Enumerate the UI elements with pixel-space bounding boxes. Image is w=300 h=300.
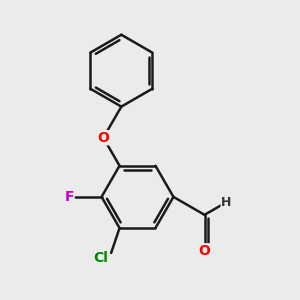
Text: Cl: Cl <box>93 250 108 265</box>
Text: O: O <box>199 244 211 258</box>
Text: O: O <box>98 131 109 145</box>
Text: F: F <box>64 190 74 204</box>
Text: H: H <box>221 196 232 209</box>
